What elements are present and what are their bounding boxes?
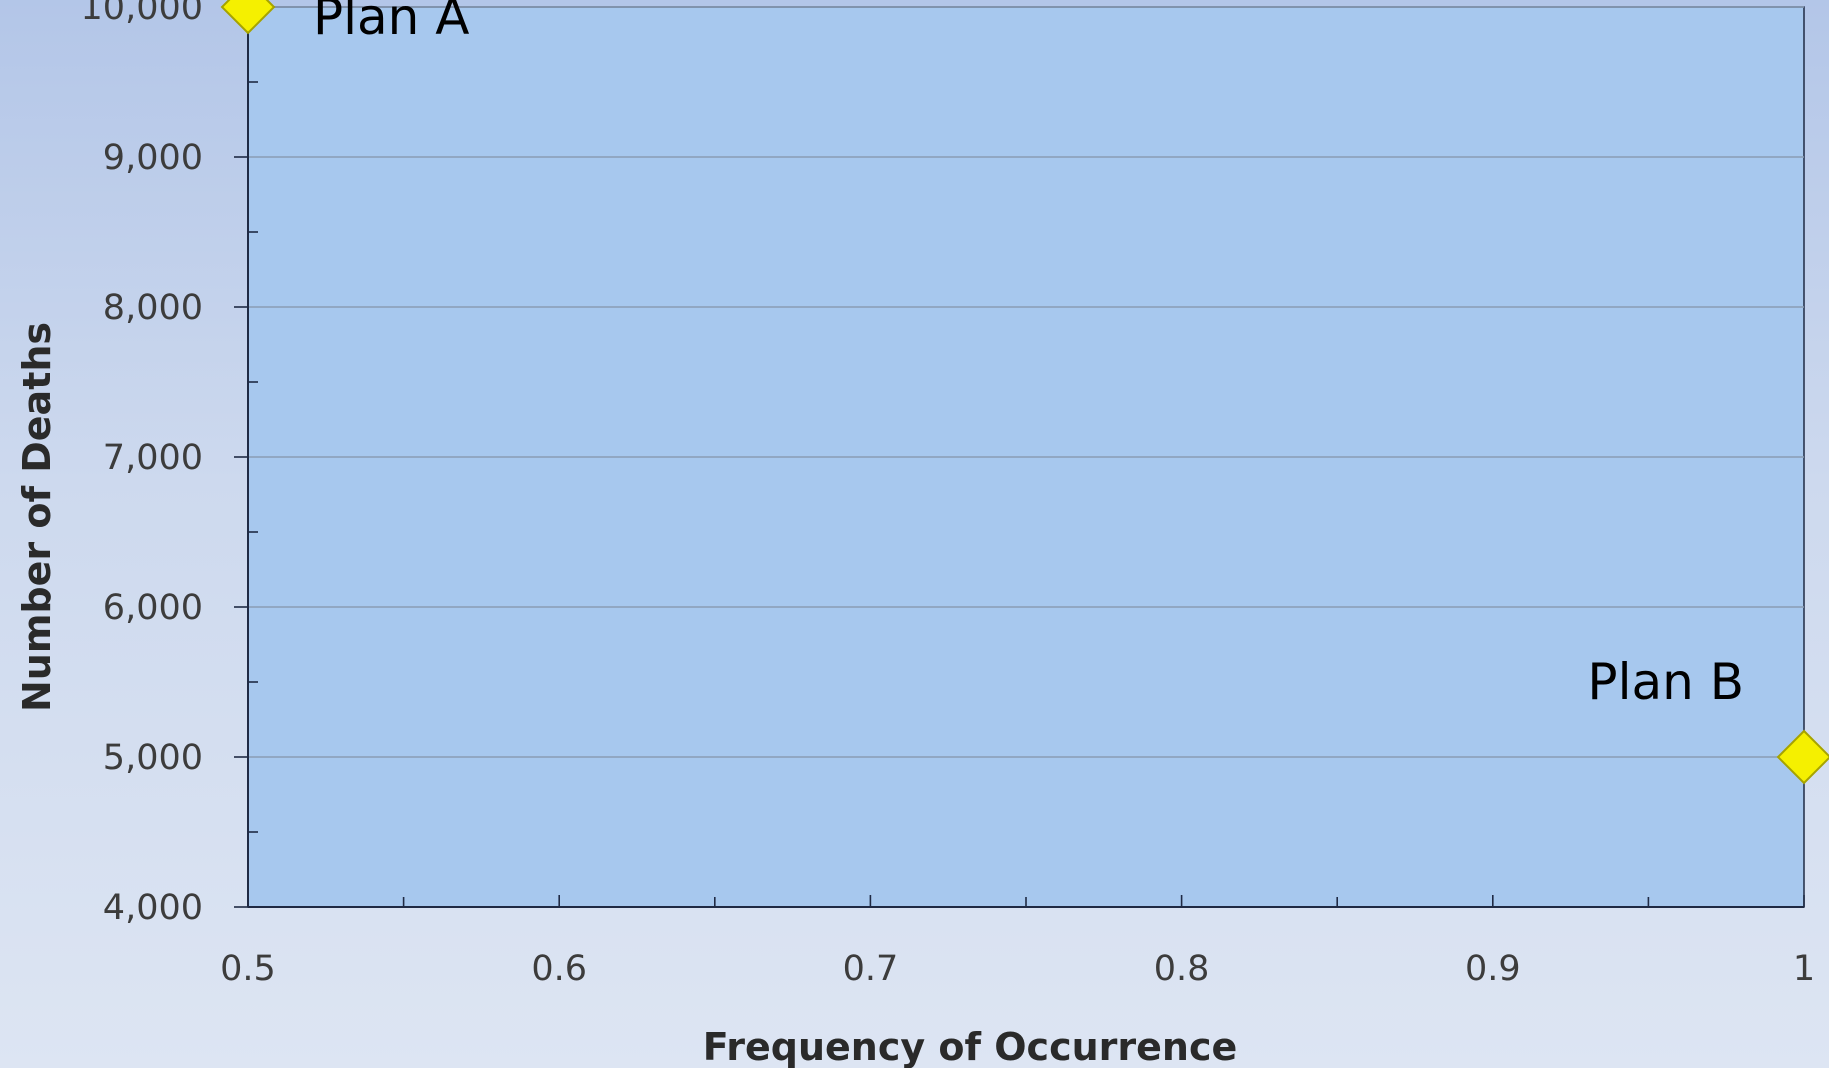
y-tick-label: 7,000: [103, 438, 203, 478]
data-point-marker: [1776, 729, 1829, 785]
data-point-label: Plan B: [1587, 653, 1744, 711]
x-tick-label: 0.6: [531, 949, 587, 989]
y-tick-label: 10,000: [81, 0, 203, 28]
data-point-label: Plan A: [313, 0, 469, 46]
y-tick-label: 8,000: [103, 288, 203, 328]
y-tick-label: 5,000: [103, 738, 203, 778]
x-axis-title: Frequency of Occurrence: [703, 1025, 1238, 1068]
data-points: Plan A Plan B: [220, 0, 1829, 785]
y-axis-ticks: 4,000 5,000 6,000 7,000 8,000 9,000 10,000: [81, 0, 203, 928]
y-tick-label: 6,000: [103, 588, 203, 628]
gridlines: [248, 6, 1804, 758]
y-tick-label: 4,000: [103, 888, 203, 928]
x-tick-label: 1: [1793, 949, 1815, 989]
data-point-marker: [220, 0, 276, 35]
x-tick-label: 0.8: [1154, 949, 1210, 989]
y-axis-title: Number of Deaths: [15, 322, 59, 712]
x-tick-label: 0.5: [220, 949, 276, 989]
x-axis-ticks: 0.5 0.6 0.7 0.8 0.9 1: [220, 949, 1815, 989]
y-tick-label: 9,000: [103, 138, 203, 178]
x-tick-label: 0.7: [843, 949, 899, 989]
x-tick-label: 0.9: [1465, 949, 1521, 989]
